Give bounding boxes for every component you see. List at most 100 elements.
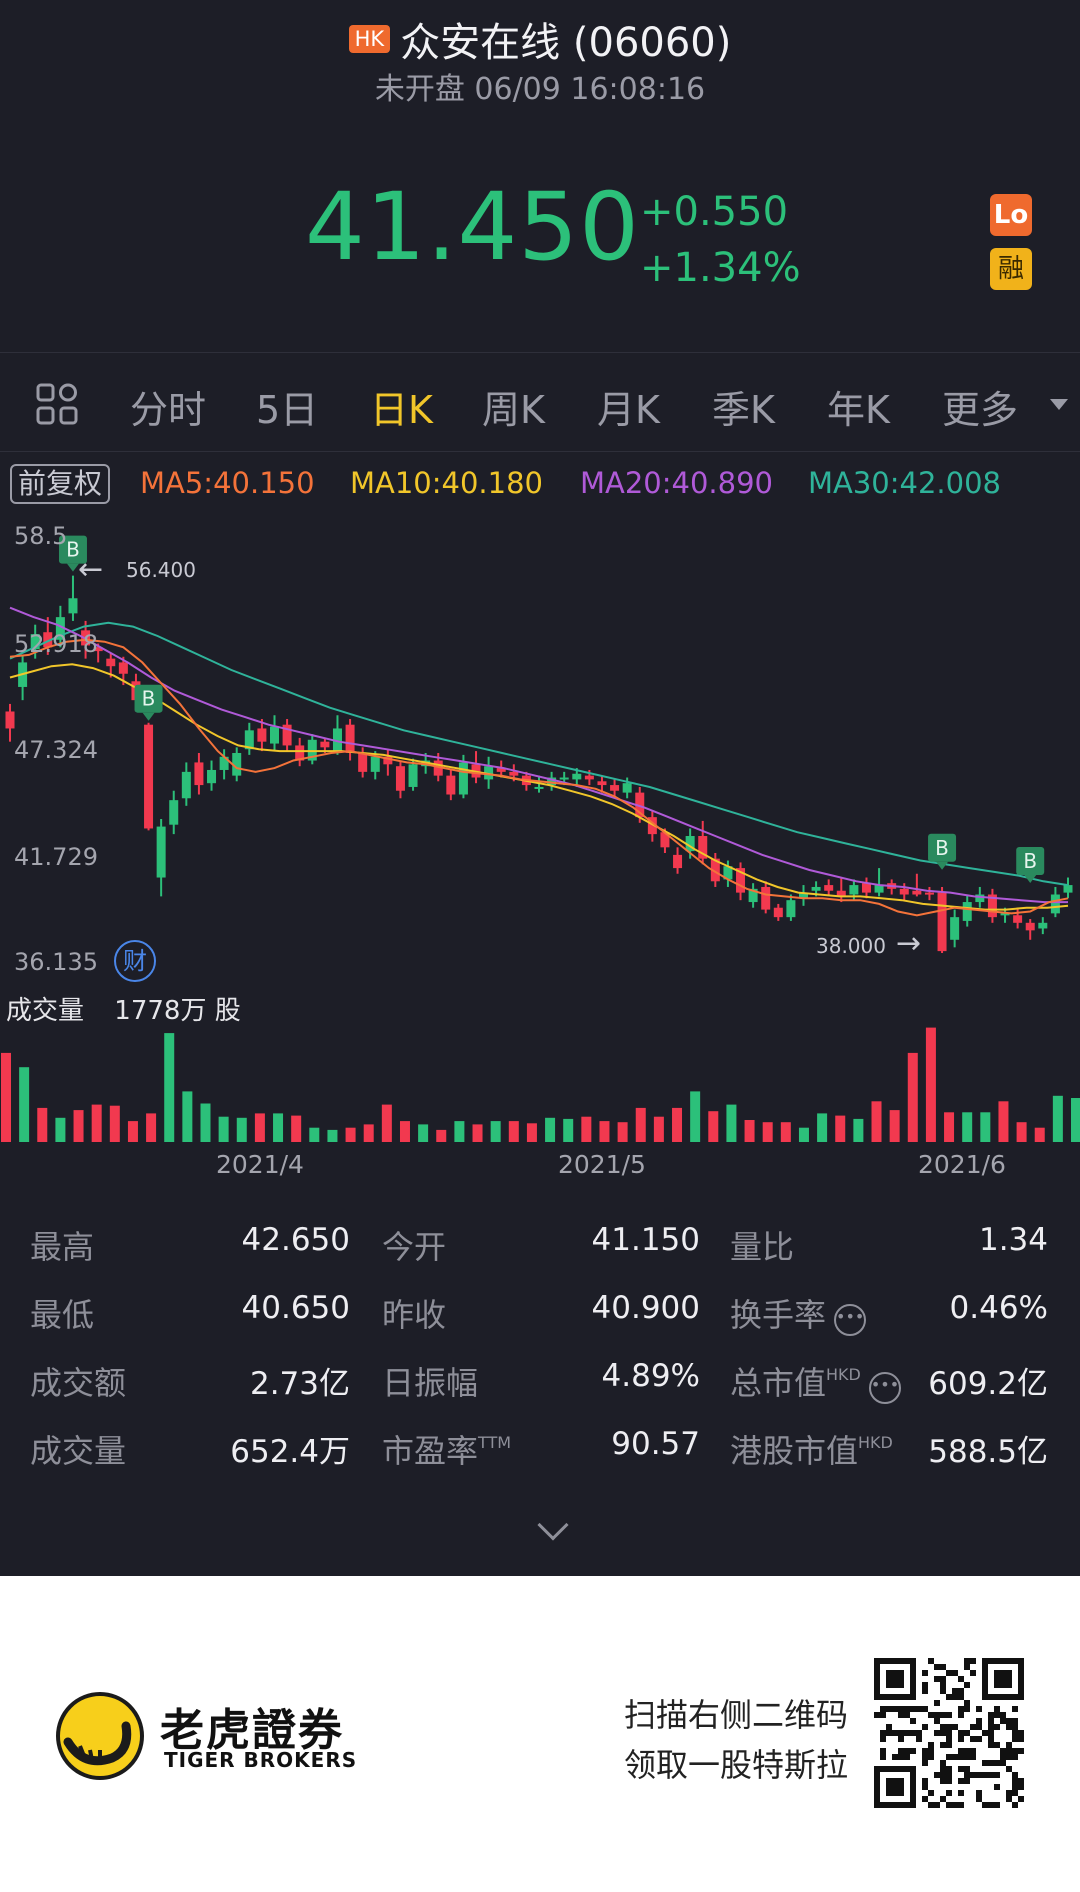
candle-body: [685, 836, 695, 852]
volume-bar: [690, 1091, 701, 1142]
volume-bar: [1, 1052, 11, 1142]
volume-bar: [581, 1116, 592, 1142]
volume-bar: [146, 1113, 157, 1142]
candle-body: [534, 786, 544, 789]
tab-yearly-k[interactable]: 年K: [827, 388, 890, 432]
pe-label-group: 市盈率TTM: [382, 1426, 511, 1472]
volume-bar: [925, 1027, 936, 1142]
candle-body: [849, 885, 859, 895]
tab-5day[interactable]: 5日: [256, 388, 319, 432]
candle-body: [723, 866, 733, 880]
volume-bar: [998, 1101, 1009, 1142]
candle-body: [811, 886, 821, 891]
stat-label: 成交量: [30, 1432, 127, 1470]
volume-bar: [545, 1117, 556, 1142]
buy-marker-pointer: [936, 861, 949, 870]
candle-body: [93, 647, 103, 652]
stat-label: 今开: [382, 1228, 447, 1266]
more-info-icon[interactable]: •••: [834, 1304, 867, 1336]
volume-bar: [780, 1122, 791, 1142]
candle-body: [55, 617, 65, 640]
candle-body: [106, 658, 116, 667]
volume-bar: [55, 1117, 66, 1142]
buy-marker[interactable]: [58, 535, 87, 564]
candle-body: [1025, 922, 1035, 931]
candle-body: [219, 756, 229, 770]
volume-bar: [672, 1107, 683, 1142]
ma30-label: MA30:42.008: [808, 466, 1002, 500]
margin-badge[interactable]: 融: [990, 248, 1032, 290]
candle-body: [458, 762, 468, 795]
tab-weekly-k[interactable]: 周K: [482, 388, 545, 432]
price-adjust-toggle[interactable]: 前复权: [10, 464, 111, 504]
volume-bar: [327, 1129, 338, 1142]
period-tabs: 分时 5日 日K 周K 月K 季K 年K 更多: [0, 352, 1080, 452]
volume-bar: [109, 1105, 120, 1142]
candle-body: [975, 894, 985, 903]
high-marker-label: 56.400: [126, 558, 196, 582]
volume-title: 成交量 1778万 股: [6, 990, 241, 1027]
tab-intraday[interactable]: 分时: [130, 388, 207, 432]
market-status: 未开盘 06/09 16:08:16: [374, 72, 706, 107]
candle-body: [509, 771, 519, 776]
volume-bar: [817, 1113, 828, 1142]
volume-bar: [164, 1033, 175, 1142]
candle-body: [622, 783, 632, 793]
candle-body: [597, 781, 607, 786]
candle-body: [610, 785, 620, 791]
candle-body: [68, 598, 78, 614]
buy-marker-label: B: [935, 836, 949, 860]
lo-badge[interactable]: Lo: [990, 194, 1032, 236]
candlestick-chart[interactable]: B B B B: [0, 506, 1080, 1186]
candle-body: [824, 885, 834, 891]
candle-body: [1050, 894, 1060, 914]
tab-more[interactable]: 更多: [942, 388, 1019, 432]
grid-icon[interactable]: [36, 383, 78, 425]
stat-value: 90.57: [611, 1426, 700, 1462]
x-date-label: 2021/4: [216, 1150, 304, 1179]
change-pct: +1.34%: [640, 245, 801, 291]
volume-bar: [653, 1116, 664, 1142]
candle-body: [181, 771, 191, 799]
candle-body: [395, 766, 405, 791]
finance-icon[interactable]: 财: [114, 940, 156, 982]
stock-title-row[interactable]: HK 众安在线 (06060): [0, 10, 1080, 68]
candle-body: [584, 775, 594, 780]
volume-bar: [944, 1112, 955, 1142]
candle-body: [710, 858, 720, 882]
volume-bar: [345, 1127, 356, 1142]
buy-marker[interactable]: [134, 684, 163, 713]
candle-body: [257, 728, 267, 742]
caret-down-icon[interactable]: [1050, 399, 1068, 410]
volume-bar: [1052, 1095, 1063, 1142]
volume-bar: [363, 1124, 374, 1142]
quote-header: HK 众安在线 (06060) 未开盘 06/09 16:08:16 41.450…: [0, 0, 1080, 352]
candle-body: [194, 762, 204, 786]
candle-body: [635, 792, 645, 818]
tab-daily-k[interactable]: 日K: [370, 388, 433, 432]
volume-bar: [508, 1121, 519, 1142]
y-tick-label: 52.918: [14, 630, 98, 658]
candle-body: [169, 800, 179, 825]
stat-label: 成交额: [30, 1364, 127, 1402]
more-info-icon[interactable]: •••: [868, 1372, 901, 1404]
tab-monthly-k[interactable]: 月K: [597, 388, 660, 432]
stat-label: 昨收: [382, 1296, 447, 1334]
volume-bar: [91, 1104, 102, 1142]
stat-label: 港股市值: [730, 1432, 859, 1470]
volume-bar: [254, 1113, 265, 1142]
ma5-label: MA5:40.150: [140, 466, 315, 500]
volume-bar: [291, 1115, 302, 1142]
promo-footer: 老虎證券 TIGER BROKERS 扫描右侧二维码 领取一股特斯拉: [0, 1576, 1080, 1892]
candle-body: [987, 894, 997, 918]
hkd-sup: HKD: [858, 1433, 893, 1452]
volume-bar: [617, 1122, 628, 1142]
buy-marker[interactable]: [928, 833, 957, 862]
buy-marker-label: B: [142, 687, 156, 711]
tab-quarterly-k[interactable]: 季K: [712, 388, 775, 432]
stat-value: 0.46%: [949, 1290, 1048, 1326]
candle-body: [30, 634, 40, 650]
buy-marker[interactable]: [1016, 846, 1045, 875]
ma-legend: 前复权 MA5:40.150 MA10:40.180 MA20:40.890 M…: [0, 462, 1080, 506]
volume-bar: [218, 1116, 229, 1142]
